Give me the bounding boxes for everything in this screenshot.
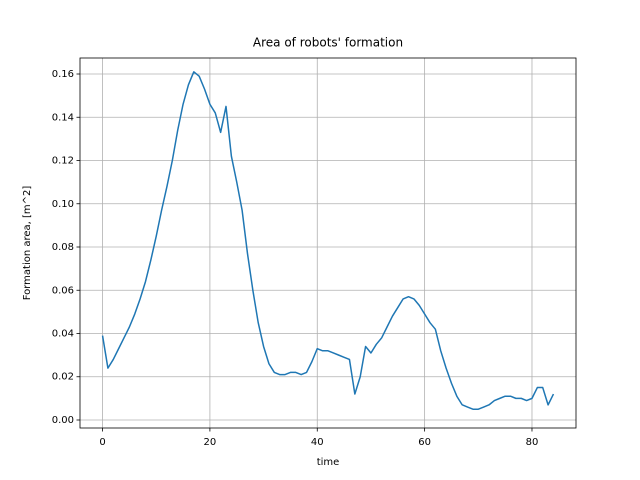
y-tick-label: 0.08 — [52, 242, 74, 253]
x-tick-label: 60 — [418, 437, 431, 448]
x-tick-label: 80 — [526, 437, 539, 448]
y-tick-label: 0.12 — [52, 156, 74, 167]
x-axis-label: time — [317, 457, 340, 468]
y-axis-label: Formation area, [m^2] — [22, 186, 33, 301]
y-tick-label: 0.04 — [52, 328, 74, 339]
y-tick-label: 0.14 — [52, 112, 74, 123]
x-tick-label: 20 — [204, 437, 217, 448]
x-tick-label: 40 — [311, 437, 324, 448]
y-tick-label: 0.02 — [52, 372, 74, 383]
y-tick-label: 0.16 — [52, 69, 74, 80]
y-tick-label: 0.10 — [52, 199, 74, 210]
x-tick-label: 0 — [99, 437, 105, 448]
chart-title: Area of robots' formation — [253, 36, 403, 50]
y-tick-label: 0.00 — [52, 415, 74, 426]
plot-frame — [79, 57, 577, 429]
data-line — [101, 71, 555, 410]
y-tick-label: 0.06 — [52, 285, 74, 296]
